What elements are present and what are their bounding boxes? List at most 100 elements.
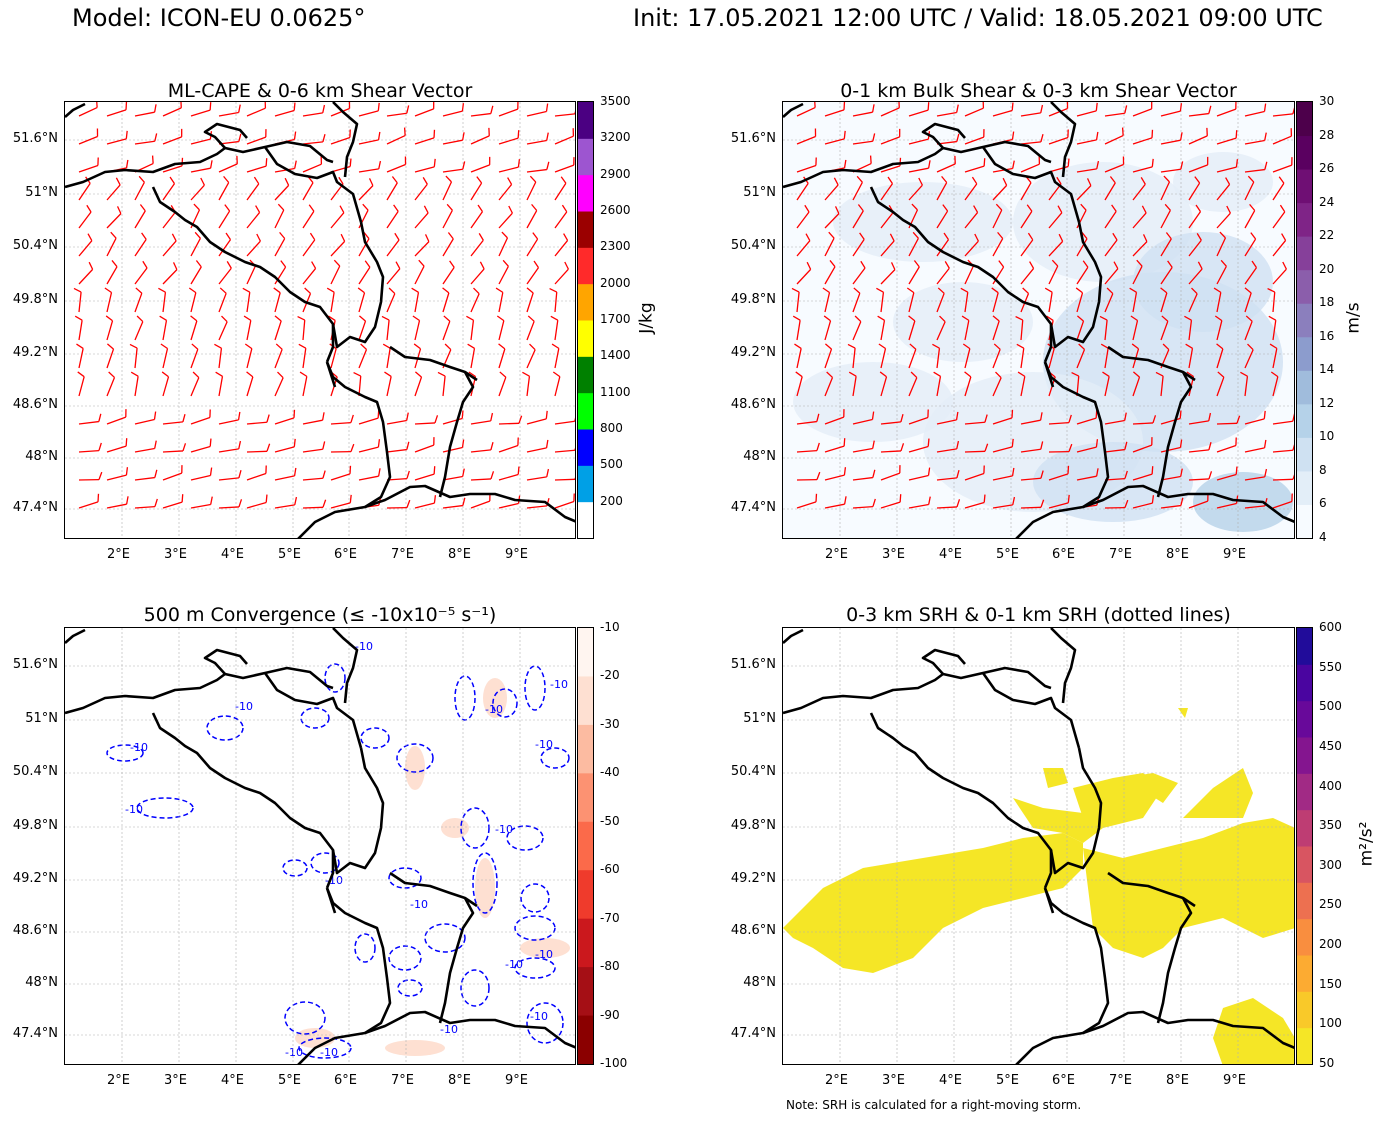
wind-barb-flag — [546, 132, 549, 141]
conv-map: -10 -10 -10 -10 -10 -10 -10 -10 -10 -10 -10 -10 -10-… — [64, 627, 576, 1065]
wind-barb — [1216, 444, 1237, 453]
conv-contour-label: -10 — [130, 741, 148, 754]
wind-barb — [218, 239, 232, 257]
wind-barb — [386, 182, 398, 201]
wind-barb-flag — [161, 371, 169, 378]
wind-barb — [358, 376, 362, 397]
wind-barb — [1272, 268, 1287, 285]
shear-xtick: 3°E — [882, 547, 905, 562]
wind-barb — [554, 292, 558, 313]
wind-barb — [554, 420, 575, 425]
conv-fill — [441, 818, 469, 838]
wind-barb — [824, 109, 845, 117]
country-border — [1156, 897, 1193, 1024]
wind-barb-flag — [275, 343, 283, 350]
wind-barb — [1104, 163, 1124, 173]
wind-barb-flag — [139, 204, 146, 212]
shear-colorbar-svg — [1297, 102, 1312, 538]
shear-cb-tick: 26 — [1319, 161, 1335, 176]
srh-colorbar-label: m²/s² — [1356, 821, 1374, 867]
wind-barb — [796, 240, 811, 257]
wind-barb-flag — [98, 413, 102, 422]
wind-barb-flag — [86, 204, 92, 213]
wind-barb-flag — [1106, 287, 1114, 295]
wind-barb — [824, 213, 840, 229]
wind-barb-flag — [1292, 474, 1294, 480]
wind-barb — [964, 212, 979, 229]
wind-barb — [330, 136, 351, 145]
wind-barb-flag — [1131, 343, 1139, 350]
wind-barb-flag — [973, 205, 979, 213]
wind-barb — [526, 181, 537, 201]
srh-cb-tick: 500 — [1319, 699, 1342, 714]
wind-barb-flag — [1040, 441, 1044, 450]
shear-gridlines — [783, 102, 1294, 538]
wind-barb-flag — [1270, 371, 1279, 378]
wind-barb-flag — [859, 232, 865, 240]
srh-area — [1123, 773, 1178, 803]
wind-barb — [1132, 376, 1141, 397]
conv-colorbar-svg — [578, 628, 593, 1064]
srh-gridlines — [783, 628, 1294, 1064]
wind-barb-flag — [378, 160, 382, 170]
wind-barb-flag — [1264, 161, 1268, 170]
colorbar-segment — [578, 870, 593, 920]
conv-ytick: 48°N — [25, 975, 58, 990]
wind-barb — [554, 164, 575, 173]
wind-barb — [964, 292, 969, 313]
wind-barb-flag — [130, 371, 139, 377]
country-border — [151, 186, 335, 363]
wind-barb-flag — [937, 287, 945, 294]
shear-cb-tick: 8 — [1319, 462, 1327, 477]
country-border — [1049, 747, 1103, 875]
conv-contour — [298, 1037, 352, 1059]
wind-barb — [936, 163, 956, 173]
wind-barb — [936, 267, 950, 285]
wind-barb-flag — [358, 315, 366, 322]
wind-barb-flag — [871, 411, 875, 420]
conv-contour — [136, 797, 194, 819]
wind-barb — [1020, 112, 1041, 117]
wind-barb-flag — [479, 261, 485, 270]
wind-barb — [992, 320, 1000, 341]
wind-barb — [218, 321, 228, 341]
wind-barb-flag — [906, 287, 915, 294]
wind-barb — [386, 163, 406, 173]
wind-barb-flag — [1278, 176, 1285, 184]
wind-barb — [964, 421, 985, 425]
wind-barb — [498, 292, 504, 313]
wind-barb — [414, 241, 430, 257]
wind-barb-flag — [442, 287, 450, 294]
wind-barb-flag — [1040, 499, 1045, 508]
wind-barb — [134, 111, 155, 117]
wind-barb — [106, 474, 127, 481]
colorbar-segment — [578, 283, 593, 321]
wind-barb — [330, 473, 351, 481]
wind-barb-flag — [887, 176, 894, 184]
wind-barb-flag — [563, 233, 569, 241]
colorbar-segment — [1297, 269, 1312, 304]
wind-barb-flag — [265, 494, 268, 503]
conv-contour — [424, 923, 466, 953]
wind-barb — [852, 321, 862, 341]
wind-barb — [936, 111, 957, 117]
wind-barb-flag — [350, 443, 355, 452]
wind-barb — [302, 448, 323, 453]
wind-barb — [442, 475, 463, 481]
wind-barb — [1076, 320, 1085, 341]
colorbar-segment — [1297, 809, 1312, 847]
wind-barb — [1244, 376, 1249, 397]
wind-barb-flag — [265, 158, 268, 167]
wind-barb — [824, 348, 833, 369]
wind-barb-flag — [1216, 343, 1224, 350]
wind-barb-flag — [872, 133, 876, 142]
wind-barb-flag — [311, 261, 317, 269]
wind-barb — [1020, 239, 1034, 257]
wind-barb — [414, 166, 435, 173]
wind-barb — [386, 448, 407, 453]
wind-barb — [302, 163, 322, 173]
wind-barb-flag — [357, 287, 365, 294]
srh-cb-tick: 300 — [1319, 857, 1342, 872]
wind-barb — [1188, 348, 1194, 369]
wind-barb — [526, 139, 547, 145]
